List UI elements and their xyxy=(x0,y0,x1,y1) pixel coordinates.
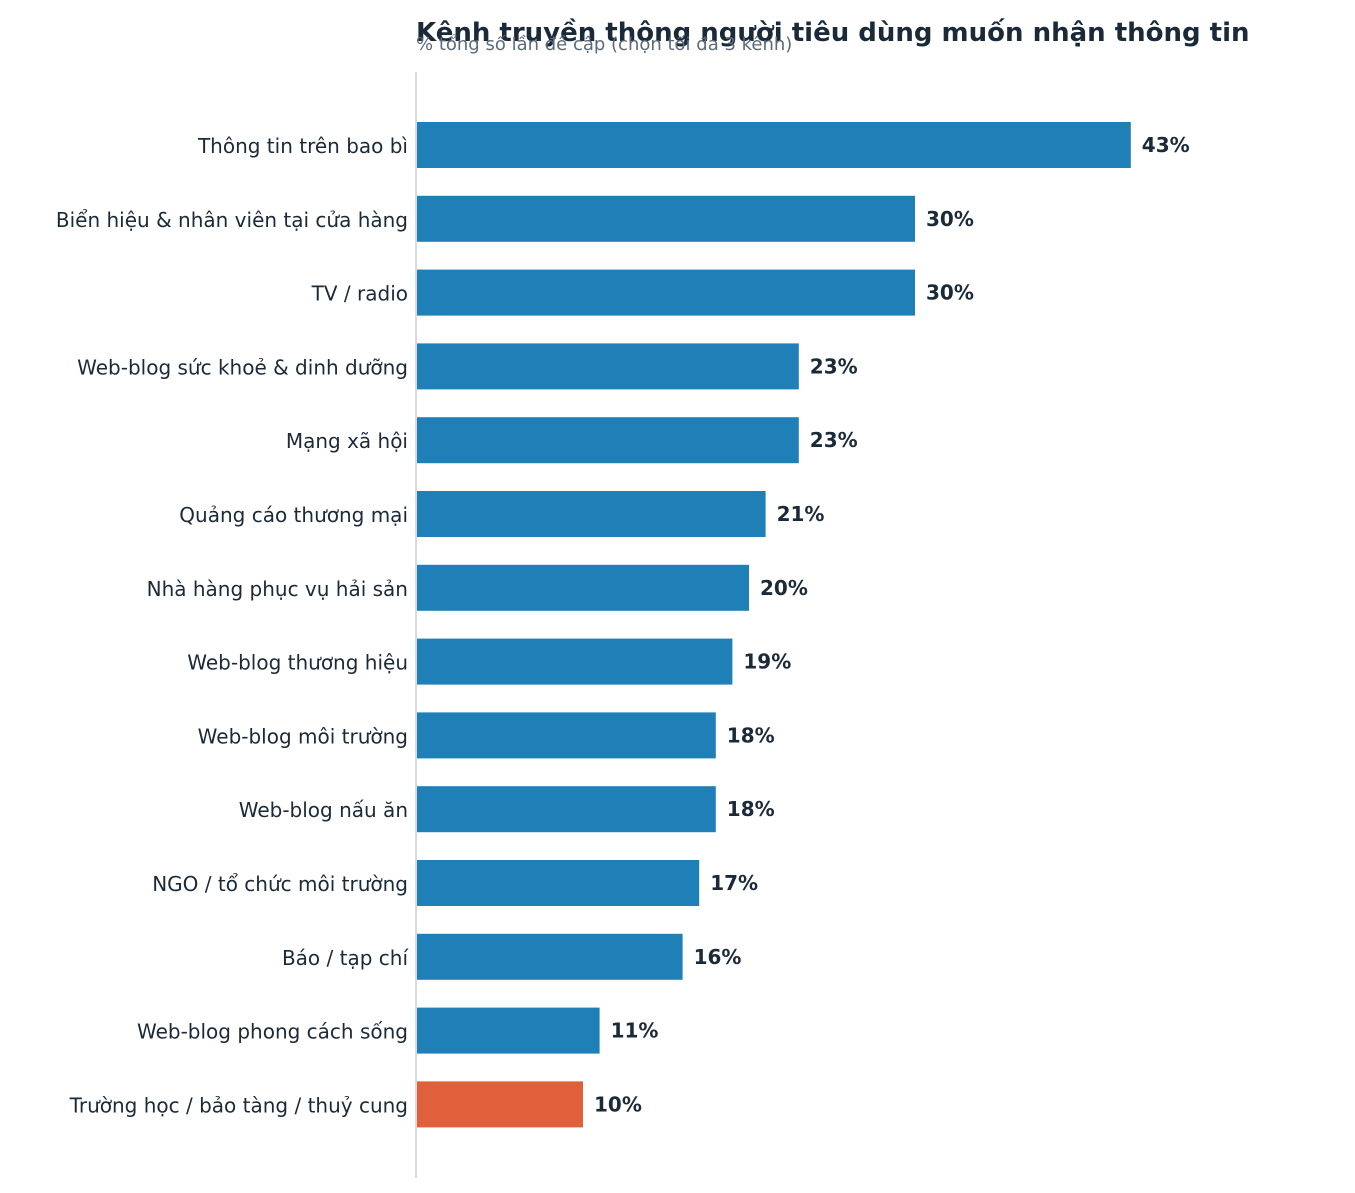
value-label-10: 17% xyxy=(710,871,758,895)
bar-5 xyxy=(417,491,766,537)
category-label-4: Mạng xã hội xyxy=(286,429,408,453)
value-label-13: 10% xyxy=(594,1092,642,1116)
chart-title: Kênh truyền thông người tiêu dùng muốn n… xyxy=(416,17,1250,48)
bar-7 xyxy=(417,638,733,685)
value-label-3: 23% xyxy=(810,354,858,378)
value-label-2: 30% xyxy=(926,281,974,305)
bar-3 xyxy=(417,343,799,390)
value-label-11: 16% xyxy=(694,945,742,969)
category-label-12: Web-blog phong cách sống xyxy=(137,1020,408,1044)
bar-6 xyxy=(417,564,749,611)
value-label-0: 43% xyxy=(1142,133,1190,157)
bar-8 xyxy=(417,712,716,759)
value-label-8: 18% xyxy=(727,723,775,747)
category-label-3: Web-blog sức khoẻ & dinh dưỡng xyxy=(77,355,408,379)
value-label-12: 11% xyxy=(611,1019,659,1043)
category-label-6: Nhà hàng phục vụ hải sản xyxy=(147,577,408,601)
value-label-7: 19% xyxy=(743,650,791,674)
chart-subtitle: % tổng số lần đề cập (chọn tối đa 3 kênh… xyxy=(416,34,792,55)
bars-group: Thông tin trên bao bì 43% Biển hiệu & nhân… xyxy=(56,122,1190,1128)
category-label-10: NGO / tổ chức môi trường xyxy=(152,872,408,896)
bar-10 xyxy=(417,860,700,906)
value-label-6: 20% xyxy=(760,576,808,600)
value-label-9: 18% xyxy=(727,797,775,821)
bar-4 xyxy=(417,417,799,464)
category-label-7: Web-blog thương hiệu xyxy=(187,651,408,675)
value-label-5: 21% xyxy=(777,502,825,526)
bar-2 xyxy=(417,269,915,316)
value-label-1: 30% xyxy=(926,207,974,231)
bar-12 xyxy=(417,1007,600,1054)
category-label-9: Web-blog nấu ăn xyxy=(239,798,408,822)
bar-1 xyxy=(417,195,915,242)
category-label-5: Quảng cáo thương mại xyxy=(179,503,408,527)
category-label-13: Trường học / bảo tàng / thuỷ cung xyxy=(69,1093,408,1117)
category-label-11: Báo / tạp chí xyxy=(282,946,409,970)
category-label-0: Thông tin trên bao bì xyxy=(197,134,408,158)
category-label-2: TV / radio xyxy=(311,282,408,306)
bar-9 xyxy=(417,786,716,833)
category-label-1: Biển hiệu & nhân viên tại cửa hàng xyxy=(56,208,408,232)
category-label-8: Web-blog môi trường xyxy=(198,724,408,748)
bar-13 xyxy=(417,1081,583,1128)
bar-11 xyxy=(417,933,683,980)
value-label-4: 23% xyxy=(810,428,858,452)
bar-0 xyxy=(417,122,1131,168)
